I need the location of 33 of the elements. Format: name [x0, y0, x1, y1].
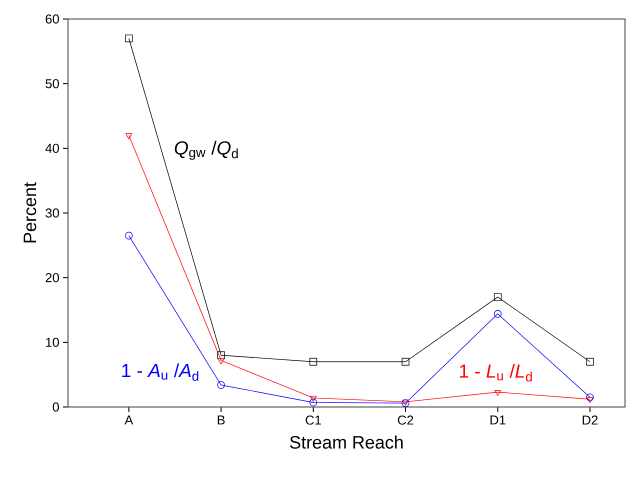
point — [586, 397, 594, 404]
x-tick-label: D2 — [582, 416, 598, 425]
series-label: 1 - A$_{u}$ /A$_{d}$ — [122, 363, 198, 381]
x-tick-label: A — [124, 416, 134, 424]
point — [125, 34, 133, 42]
point — [494, 310, 502, 318]
point — [310, 396, 317, 402]
point — [494, 293, 502, 301]
x-tick-label: B — [218, 416, 225, 424]
x-axis-title: Stream Reach — [290, 436, 403, 449]
point — [494, 390, 502, 396]
y-axis-title: Percent — [24, 182, 36, 242]
y-tick-label: 10 — [46, 338, 59, 347]
y-tick-label: 40 — [45, 144, 59, 153]
y-tick-label: 60 — [46, 14, 59, 24]
point — [586, 358, 594, 366]
y-tick-label: 20 — [46, 273, 59, 282]
point — [402, 358, 410, 366]
point — [218, 358, 224, 364]
point — [217, 381, 225, 389]
point — [125, 232, 133, 240]
x-tick-label: C1 — [306, 416, 321, 425]
point — [309, 398, 318, 406]
y-tick-label: 30 — [46, 208, 59, 218]
x-tick-label: D1 — [490, 416, 506, 424]
point — [309, 358, 318, 366]
series-label: Q$_{gw}$ /Q$_{d}$ — [174, 140, 238, 160]
x-tick-label: C2 — [398, 416, 414, 425]
y-tick-label: 0 — [52, 402, 59, 412]
point — [125, 133, 132, 140]
point — [586, 393, 594, 402]
series-label: 1 - L$_{u}$ /L$_{d}$ — [460, 364, 532, 382]
y-tick-label: 50 — [46, 79, 59, 88]
